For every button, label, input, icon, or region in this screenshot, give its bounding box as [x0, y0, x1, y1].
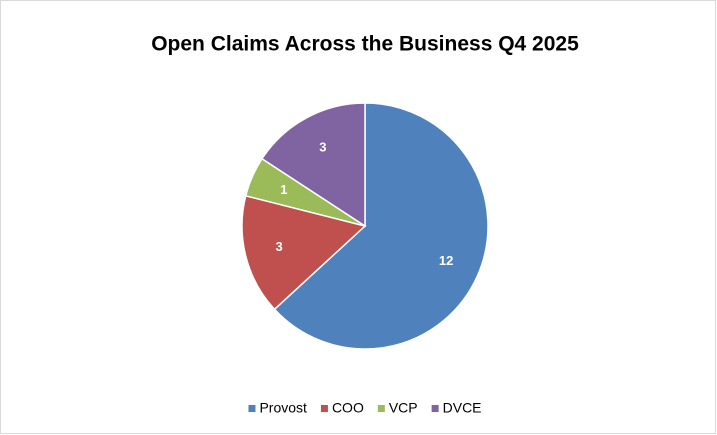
legend-label: Provost [259, 400, 307, 416]
legend-swatch [377, 405, 385, 412]
pie-slice [273, 102, 489, 350]
chart-title: Open Claims Across the Business Q4 2025 [151, 33, 579, 56]
legend-swatch [320, 405, 328, 412]
data-label: 3 [276, 239, 283, 254]
legend-label: VCP [389, 400, 418, 416]
legend-swatch [248, 405, 256, 412]
legend-label: DVCE [443, 400, 482, 416]
legend-swatch [431, 405, 439, 412]
data-label: 3 [319, 140, 326, 155]
data-label: 12 [439, 253, 453, 268]
data-label: 1 [280, 182, 287, 197]
legend-label: COO [332, 400, 364, 416]
pie-slice [241, 194, 367, 311]
pie-slice [260, 102, 366, 228]
